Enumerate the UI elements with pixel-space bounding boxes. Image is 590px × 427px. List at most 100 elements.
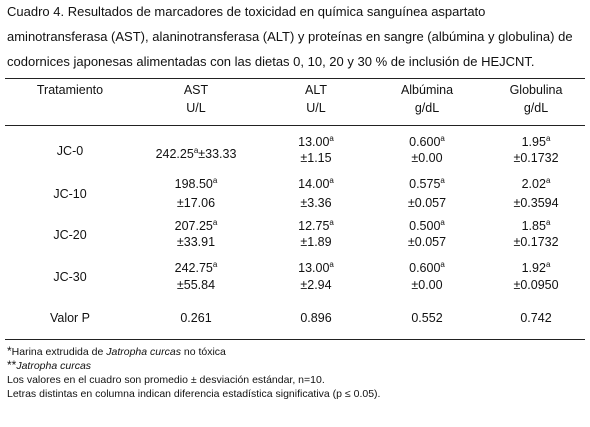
row-label: JC-10 [53, 187, 87, 201]
table-rule [5, 78, 585, 79]
mean-value: 2.02 [521, 177, 546, 192]
caption-line: aminotransferasa (AST), alaninotransfera… [7, 29, 573, 44]
mean-value: 13.00 [298, 135, 330, 150]
mean-value: 198.50 [174, 177, 213, 192]
footnote-text: Los valores en el cuadro son promedio ± … [7, 374, 325, 386]
species-name: Jatropha curcas [16, 360, 92, 372]
cell-mean: 198.50a [175, 173, 218, 192]
cell-mean: 242.75a [175, 257, 218, 276]
row-label: JC-20 [53, 227, 87, 242]
cell-mean: 0.500a [409, 215, 445, 234]
footnote: Letras distintas en columna indican dife… [7, 388, 380, 401]
cell-sd: ±0.057 [407, 235, 447, 249]
mean-value: 1.85 [521, 219, 546, 234]
p-value: 0.896 [300, 311, 332, 325]
significance-letter: a [212, 260, 218, 269]
p-value: 0.742 [520, 311, 552, 325]
cell-mean: 0.600a [409, 257, 445, 276]
cell-mean: 2.02a [522, 173, 551, 192]
cell-mean: 1.85a [522, 215, 551, 234]
cell-sd: ±0.00 [411, 278, 443, 292]
row-label: Valor P [49, 311, 91, 325]
significance-letter: a [545, 134, 551, 143]
cell-sd: ±0.057 [407, 196, 447, 210]
mean-value: 207.25 [174, 219, 213, 234]
significance-letter: a [440, 176, 445, 185]
sd-value: ±33.33 [198, 146, 237, 161]
mean-value: 0.600 [409, 135, 441, 150]
mean-value: 242.25 [155, 146, 194, 161]
species-name: Jatropha curcas [106, 346, 181, 358]
cell-mean: 13.00a [298, 257, 334, 276]
cell-sd: ±1.89 [300, 235, 332, 249]
mean-value: 13.00 [298, 261, 330, 276]
mean-value: 242.75 [174, 261, 213, 276]
cell-sd: ±0.1732 [513, 151, 559, 165]
significance-letter: a [545, 176, 551, 185]
footnote: **Jatropha curcas [7, 359, 91, 373]
significance-letter: a [193, 145, 199, 155]
header-cell: Albúmina [400, 83, 454, 97]
footnote-text: Letras distintas en columna indican dife… [7, 388, 381, 400]
cell-sd: ±17.06 [176, 196, 216, 210]
significance-letter: a [329, 134, 334, 143]
cell-sd: ±0.1732 [513, 235, 559, 249]
table-rule [5, 125, 585, 126]
cell-sd: ±55.84 [176, 278, 216, 292]
significance-letter: a [440, 260, 445, 269]
cell-mean: 0.600a [409, 131, 445, 150]
header-cell: g/dL [414, 101, 440, 115]
header-cell: Tratamiento [36, 83, 104, 97]
mean-value: 12.75 [298, 219, 330, 234]
cell-mean: 207.25a [175, 215, 218, 234]
mean-value: 0.575 [409, 177, 441, 192]
significance-letter: a [440, 134, 445, 143]
cell-mean: 14.00a [298, 173, 334, 192]
header-cell: AST [183, 83, 209, 97]
footnote-text: Harina extrudida de [11, 346, 107, 358]
significance-letter: a [329, 176, 334, 185]
footnote-mark: ** [7, 358, 17, 372]
mean-value: 14.00 [298, 177, 330, 192]
mean-value: 0.500 [409, 219, 441, 234]
cell-sd: ±0.3594 [513, 196, 559, 210]
caption-line: codornices japonesas alimentadas con las… [7, 54, 535, 69]
cell-mean: 12.75a [298, 215, 334, 234]
significance-letter: a [545, 260, 551, 269]
cell-mean: 0.575a [409, 173, 445, 192]
footnote-text: no tóxica [180, 346, 226, 358]
row-label: JC-30 [53, 270, 87, 284]
significance-letter: a [329, 260, 334, 269]
footnote-mark: * [7, 344, 12, 358]
cell-sd: ±33.91 [176, 235, 216, 249]
footnote: Los valores en el cuadro son promedio ± … [7, 374, 325, 387]
cell-sd: ±2.94 [300, 278, 332, 292]
header-cell: g/dL [523, 101, 549, 115]
significance-letter: a [440, 218, 445, 227]
row-label: JC-0 [56, 143, 84, 158]
footnote: *Harina extrudida de Jatropha curcas no … [7, 345, 226, 359]
significance-letter: a [329, 218, 334, 227]
significance-letter: a [212, 176, 218, 185]
significance-letter: a [212, 218, 218, 227]
cell-mean: 242.25a±33.33 [156, 143, 237, 162]
header-cell: U/L [306, 101, 326, 115]
mean-value: 1.95 [521, 135, 546, 150]
cell-mean: 13.00a [298, 131, 334, 150]
p-value: 0.261 [180, 311, 212, 325]
caption-line: Cuadro 4. Resultados de marcadores de to… [7, 4, 486, 19]
header-cell: U/L [186, 101, 206, 115]
cell-sd: ±3.36 [300, 196, 332, 210]
cell-sd: ±0.00 [411, 151, 443, 165]
table-rule [5, 339, 585, 340]
p-value: 0.552 [411, 311, 443, 325]
mean-value: 0.600 [409, 261, 441, 276]
cell-mean: 1.92a [522, 257, 551, 276]
cell-sd: ±0.0950 [513, 278, 559, 292]
header-cell: ALT [305, 83, 327, 97]
cell-sd: ±1.15 [300, 151, 332, 165]
mean-value: 1.92 [521, 261, 546, 276]
significance-letter: a [545, 218, 551, 227]
cell-mean: 1.95a [522, 131, 551, 150]
